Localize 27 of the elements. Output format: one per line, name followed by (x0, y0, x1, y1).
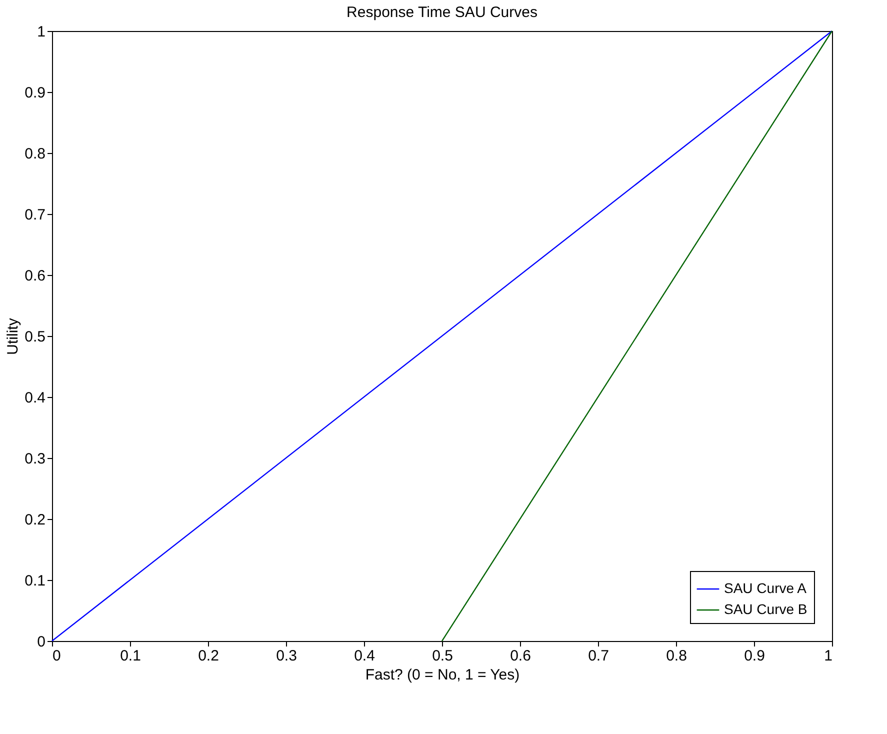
legend-label: SAU Curve B (724, 601, 808, 617)
y-tick-label: 0.9 (24, 84, 46, 102)
y-tick-label: 0.1 (24, 572, 46, 590)
y-tick-label: 0.7 (24, 206, 46, 224)
x-tick-label: 0.5 (432, 648, 453, 664)
x-tick-label: 0.4 (354, 648, 375, 664)
x-tick-label: 0.6 (510, 648, 531, 664)
x-tick-label: 0.1 (120, 648, 141, 664)
y-tick-label: 0.3 (24, 450, 46, 468)
chart-title: Response Time SAU Curves (346, 4, 538, 21)
x-tick-label: 0 (52, 648, 61, 664)
x-tick-label: 0.8 (666, 648, 687, 664)
x-tick-label: 0.9 (744, 648, 765, 664)
x-tick-label: 1 (824, 648, 832, 664)
y-tick-label: 0.8 (24, 146, 46, 162)
y-axis-title: Utility (4, 318, 22, 355)
y-tick-label: 0.6 (24, 268, 46, 284)
y-tick-label: 0.2 (24, 512, 46, 528)
x-tick-label: 0.7 (588, 648, 609, 664)
x-axis-title: Fast? (0 = No, 1 = Yes) (365, 666, 520, 684)
y-tick-label: 0.4 (24, 390, 46, 406)
y-tick-label: 0 (37, 634, 46, 650)
x-tick-label: 0.3 (276, 648, 297, 664)
x-tick-label: 0.2 (198, 648, 219, 664)
legend-label: SAU Curve A (724, 580, 808, 596)
y-tick-label: 0.5 (24, 328, 46, 346)
y-tick-label: 1 (37, 24, 46, 40)
